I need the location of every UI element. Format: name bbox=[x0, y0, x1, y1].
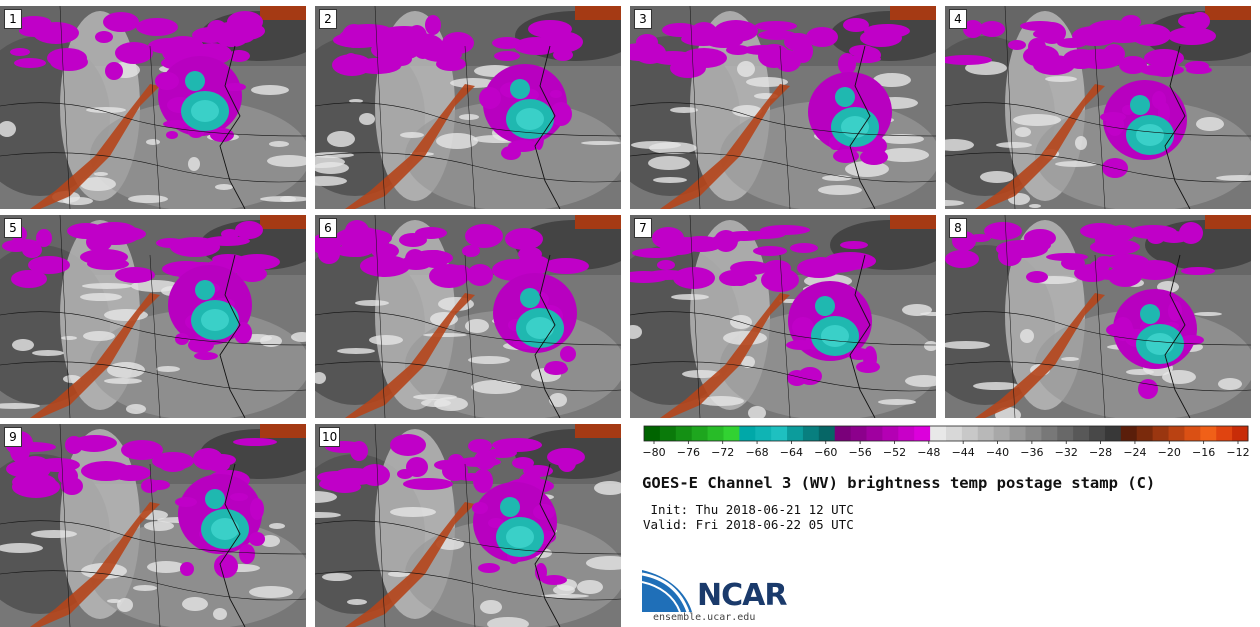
ncar-logo-icon bbox=[642, 570, 692, 612]
panel-number-label: 5 bbox=[4, 218, 22, 238]
postage-stamp-panel: 8 bbox=[945, 215, 1251, 418]
colorbar-swatch bbox=[675, 426, 693, 441]
colorbar-swatch bbox=[787, 426, 804, 441]
colorbar-tick-label: −48 bbox=[917, 446, 940, 459]
colorbar-tick-label: −40 bbox=[986, 446, 1009, 459]
colorbar-swatch bbox=[961, 426, 979, 441]
colorbar-swatch bbox=[802, 426, 820, 441]
colorbar-swatch bbox=[898, 426, 915, 441]
colorbar-swatch bbox=[1184, 426, 1201, 441]
panel-number-label: 1 bbox=[4, 9, 22, 29]
satellite-image bbox=[630, 215, 936, 418]
colorbar-tick-label: −72 bbox=[711, 446, 734, 459]
panel-number-label: 2 bbox=[319, 9, 337, 29]
colorbar-tick-label: −76 bbox=[677, 446, 700, 459]
colorbar-tick-label: −12 bbox=[1226, 446, 1249, 459]
init-time: Init: Thu 2018-06-21 12 UTC bbox=[643, 502, 854, 517]
colorbar-swatch bbox=[1136, 426, 1154, 441]
panel-number-label: 7 bbox=[634, 218, 652, 238]
colorbar-tick-label: −64 bbox=[780, 446, 803, 459]
colorbar-swatch bbox=[723, 426, 740, 441]
satellite-image bbox=[0, 424, 306, 627]
colorbar-tick-label: −68 bbox=[745, 446, 768, 459]
satellite-image bbox=[0, 215, 306, 418]
valid-time: Valid: Fri 2018-06-22 05 UTC bbox=[643, 517, 854, 532]
postage-stamp-panel: 1 bbox=[0, 6, 306, 209]
colorbar-swatch bbox=[1025, 426, 1042, 441]
satellite-image bbox=[315, 215, 621, 418]
colorbar-tick-label: −56 bbox=[849, 446, 872, 459]
colorbar-swatch bbox=[882, 426, 899, 441]
colorbar-tick-label: −20 bbox=[1158, 446, 1181, 459]
colorbar-swatch bbox=[755, 426, 772, 441]
logo-url: ensemble.ucar.edu bbox=[653, 612, 756, 623]
satellite-image bbox=[630, 6, 936, 209]
colorbar-swatch bbox=[1104, 426, 1122, 441]
colorbar-swatch bbox=[1073, 426, 1090, 441]
colorbar-swatch bbox=[1152, 426, 1170, 441]
colorbar-tick-label: −24 bbox=[1123, 446, 1146, 459]
colorbar-tick-label: −28 bbox=[1089, 446, 1112, 459]
colorbar-swatch bbox=[739, 426, 756, 441]
colorbar-swatch bbox=[1216, 426, 1233, 441]
postage-stamp-panel: 6 bbox=[315, 215, 621, 418]
ncar-logo-text: NCAR bbox=[697, 578, 787, 613]
postage-stamp-panel: 3 bbox=[630, 6, 936, 209]
colorbar-tick-label: −36 bbox=[1020, 446, 1043, 459]
postage-stamp-panel: 4 bbox=[945, 6, 1251, 209]
colorbar-swatch bbox=[946, 426, 963, 441]
colorbar-swatch bbox=[818, 426, 836, 441]
postage-stamp-panel: 10 bbox=[315, 424, 621, 627]
satellite-image bbox=[945, 6, 1251, 209]
colorbar-swatch bbox=[977, 426, 995, 441]
colorbar-swatch bbox=[914, 426, 931, 441]
postage-stamp-panel: 9 bbox=[0, 424, 306, 627]
postage-stamp-panel: 7 bbox=[630, 215, 936, 418]
colorbar-swatch bbox=[850, 426, 868, 441]
panel-number-label: 8 bbox=[949, 218, 967, 238]
colorbar-swatch bbox=[866, 426, 883, 441]
colorbar-tick-label: −52 bbox=[883, 446, 906, 459]
colorbar-swatch bbox=[1089, 426, 1106, 441]
figure-title: GOES-E Channel 3 (WV) brightness temp po… bbox=[642, 474, 1156, 492]
colorbar-swatch bbox=[993, 426, 1011, 441]
colorbar-tick-label: −60 bbox=[814, 446, 837, 459]
panel-number-label: 6 bbox=[319, 218, 337, 238]
satellite-image bbox=[315, 6, 621, 209]
colorbar-swatch bbox=[834, 426, 852, 441]
colorbar: −80 −76 −72 −68 −64 −60 −56 −52 −48 −44 −40 −36 −32−… bbox=[642, 425, 1250, 459]
satellite-image bbox=[945, 215, 1251, 418]
colorbar-swatch bbox=[1200, 426, 1217, 441]
colorbar-border bbox=[643, 425, 1249, 442]
colorbar-swatch bbox=[930, 426, 947, 441]
panel-number-label: 4 bbox=[949, 9, 967, 29]
colorbar-swatch bbox=[691, 426, 709, 441]
colorbar-swatch bbox=[771, 426, 788, 441]
colorbar-swatch bbox=[707, 426, 724, 441]
postage-stamp-panel: 5 bbox=[0, 215, 306, 418]
colorbar-swatch bbox=[1009, 426, 1026, 441]
panel-number-label: 10 bbox=[319, 427, 341, 447]
colorbar-swatch bbox=[1041, 426, 1058, 441]
colorbar-swatch bbox=[659, 426, 677, 441]
colorbar-tick-label: −16 bbox=[1192, 446, 1215, 459]
satellite-image bbox=[0, 6, 306, 209]
colorbar-tick-label: −80 bbox=[642, 446, 665, 459]
panel-number-label: 9 bbox=[4, 427, 22, 447]
colorbar-tick-label: −32 bbox=[1055, 446, 1078, 459]
colorbar-swatch bbox=[1232, 426, 1249, 441]
colorbar-swatch bbox=[644, 426, 661, 441]
colorbar-swatch bbox=[1057, 426, 1074, 441]
satellite-image bbox=[315, 424, 621, 627]
colorbar-swatch bbox=[1120, 426, 1138, 441]
panel-number-label: 3 bbox=[634, 9, 652, 29]
colorbar-tick-label: −44 bbox=[952, 446, 975, 459]
colorbar-swatch bbox=[1168, 426, 1185, 441]
postage-stamp-panel: 2 bbox=[315, 6, 621, 209]
